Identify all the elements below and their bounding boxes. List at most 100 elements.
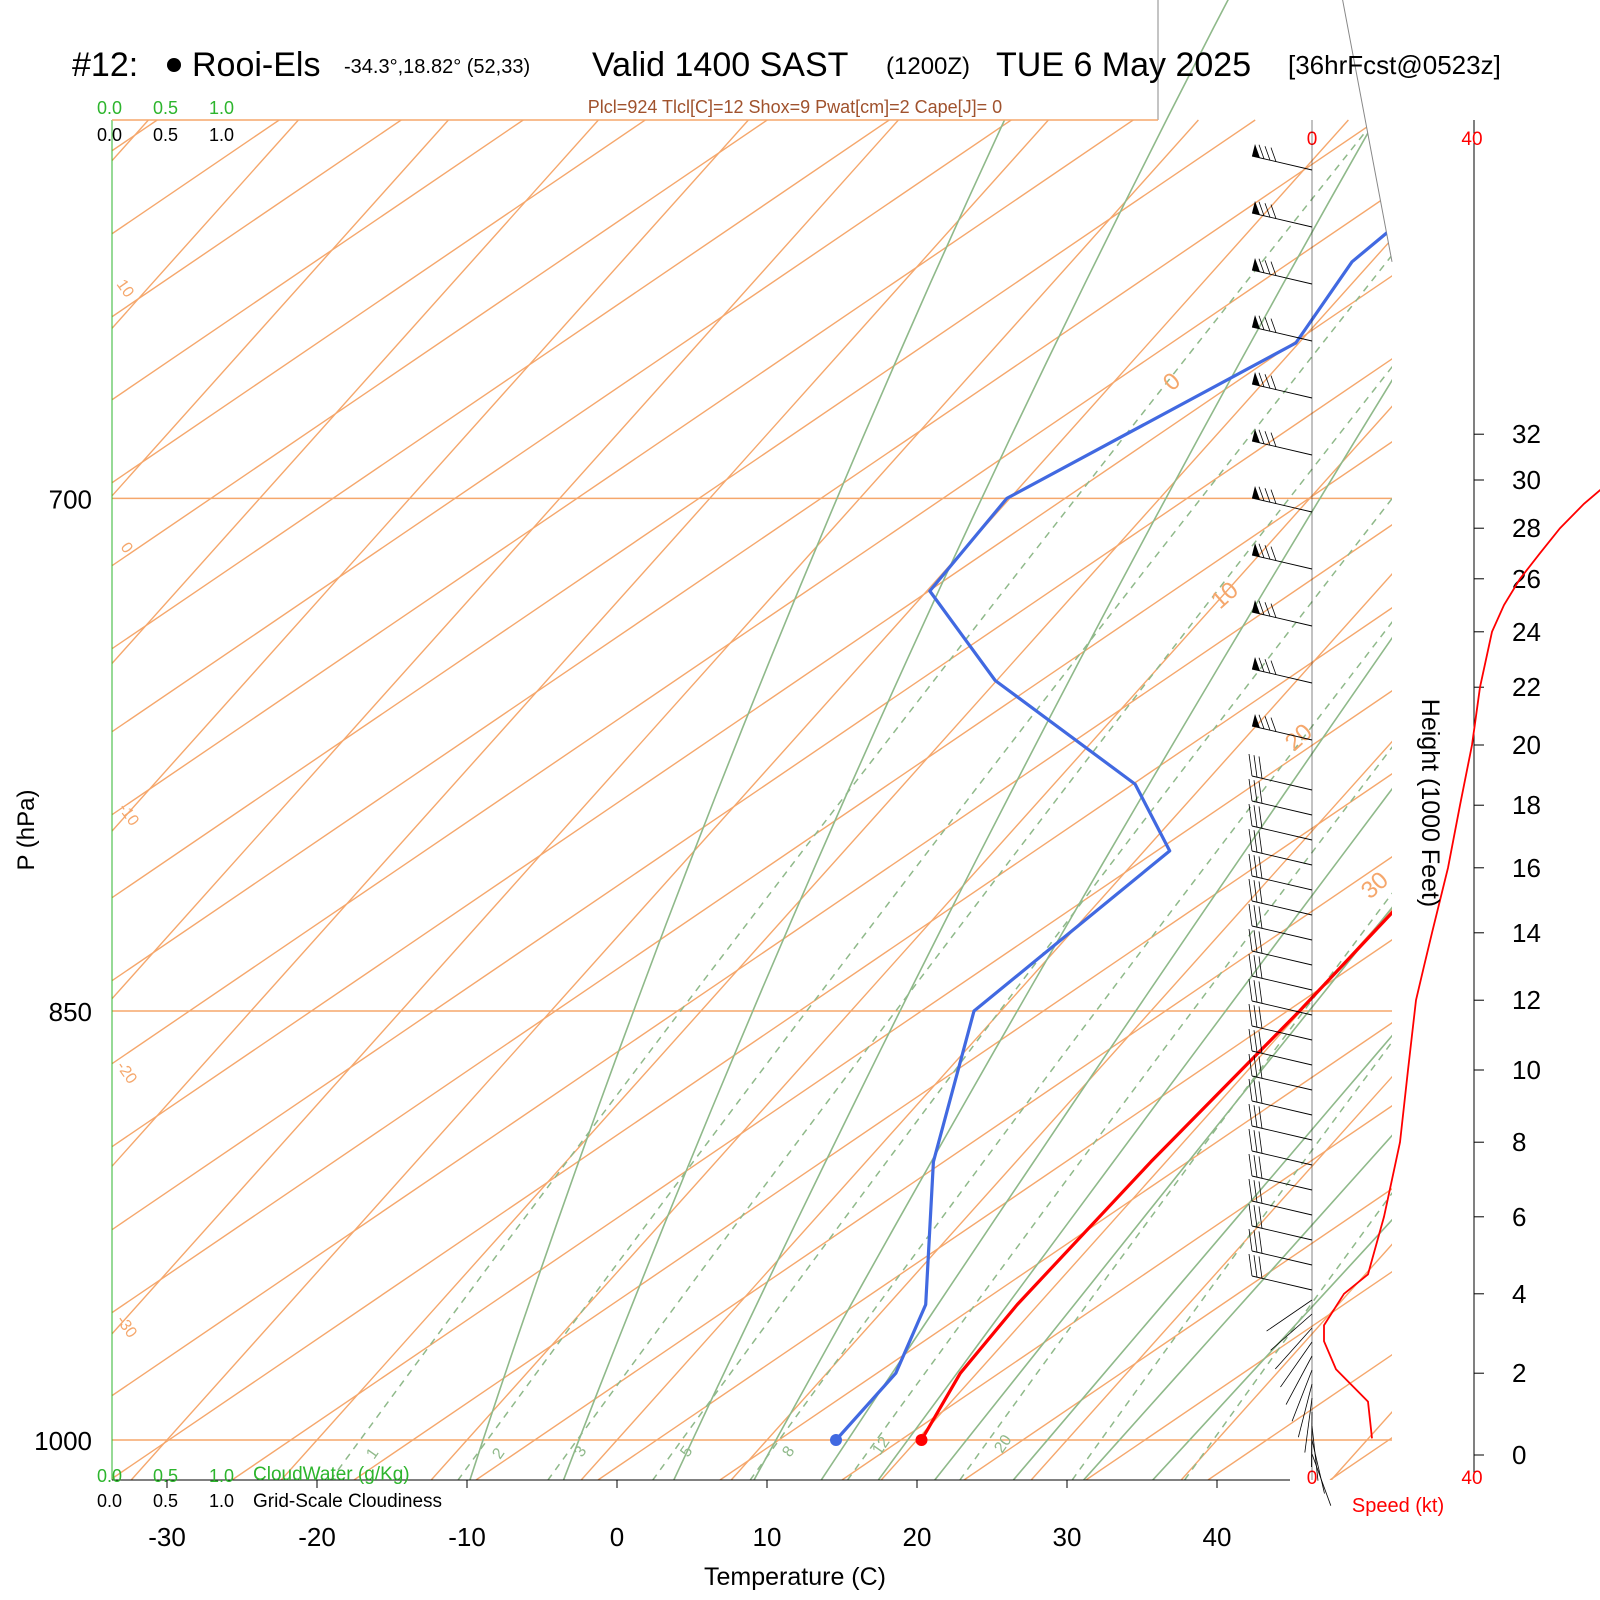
wind-barb-flag [1248,1228,1253,1252]
mixing-ratio-line [411,0,1392,1481]
wind-barb-flag [1258,781,1263,804]
isotherm [130,119,1349,1481]
wind-barb [1251,1200,1313,1216]
wind-barb-flag [1248,878,1253,902]
dewpoint-profile [834,0,1392,1442]
moist-adiabat [958,0,1392,1481]
valid-time: Valid 1400 SAST [592,46,848,84]
wind-barb-flag [1258,981,1263,1004]
wind-barb-flag [1264,545,1271,560]
wind-barb-flag [1253,980,1258,1003]
dry-adiabat [112,119,1392,1481]
wind-barb [1251,1150,1313,1166]
wind-barb-flag [1248,1078,1253,1102]
wind-barb-flag [1248,1253,1253,1277]
mixing-ratio-line [501,0,1392,1481]
wind-barb-flag [1253,955,1258,978]
wind-barb-flag [1248,778,1253,802]
dry-adiabat [112,119,646,1481]
mixing-ratio-label: 20 [991,1432,1015,1456]
dry-adiabat [112,119,768,1481]
dry-adiabat [112,119,1392,1481]
wind-barb-flag [1258,881,1263,904]
wind-barb [1251,725,1313,741]
isotherm [1180,119,1392,1481]
wind-barb [1251,212,1313,228]
wind-barb-flag [1253,805,1258,828]
height-tick-label: 0 [1512,1440,1526,1470]
wind-barb-flag [1258,1256,1263,1279]
mixing-ratio-label: 3 [571,1443,590,1460]
moist-adiabat [831,0,1392,1481]
isotherm-label: 10 [113,277,137,301]
wind-barb-pennant [1252,714,1260,728]
cloud-scale-top-black-2: 1.0 [209,125,234,145]
isotherm [1330,119,1392,1481]
wind-barb-flag [1248,1003,1253,1027]
wind-barb-flag [1264,602,1271,617]
wind-barb [1251,611,1313,627]
wind-barb [1304,1397,1313,1453]
cloud-scale-top-green-2: 1.0 [209,98,234,118]
height-tick-label: 26 [1512,564,1541,594]
cloud-scale-top-green-0: 0.0 [97,98,122,118]
cloud-scale-top-green-1: 0.5 [153,98,178,118]
moist-adiabat [883,0,1392,1481]
wind-barb-flag [1264,659,1271,674]
wind-barb-flag [1264,203,1271,218]
wind-barb-flag [1258,600,1265,615]
moist-adiabat [643,0,1392,1481]
wind-barb-flag [1258,1056,1263,1079]
wind-barb [1311,1439,1325,1494]
cloudiness-label: Grid-Scale Cloudiness [253,1491,442,1512]
height-tick-label: 4 [1512,1279,1526,1309]
temperature-surface-point [915,1434,928,1446]
wind-barb-flag [1258,1231,1263,1254]
wind-barb-flag [1253,1030,1258,1053]
temperature-tick-label: 20 [903,1522,932,1552]
dry-adiabat [112,119,1012,1481]
wind-barb-flag [1264,317,1271,332]
cloud-scale-bottom-green-2: 1.0 [209,1466,234,1486]
dry-adiabat [475,119,1392,1481]
cloud-scale-bottom-green-1: 0.5 [153,1466,178,1486]
isotherm-label: -30 [113,1313,140,1342]
moist-adiabat [778,0,1392,1481]
temperature-tick-label: 0 [610,1522,624,1552]
wind-barb-flag [1258,856,1263,879]
wind-barb-pennant [1252,543,1260,557]
cloud-scale-top-black-1: 0.5 [153,125,178,145]
mixing-ratio-line [913,0,1392,1481]
station-location: -34.3°,18.82° (52,33) [344,56,530,78]
wind-barb [1311,1411,1313,1468]
isotherm [430,119,1392,1481]
wind-barb-flag [1253,755,1258,778]
isotherm [730,119,1392,1481]
wind-barb-flag [1253,1005,1258,1028]
isotherm [580,119,1392,1481]
dry-adiabat [112,119,1256,1481]
wind-barb-flag [1248,1053,1253,1077]
wind-barb [1251,800,1313,816]
wind-barb [1251,1125,1313,1141]
wind-barb-flag [1264,431,1271,446]
wind-barb-flag [1253,1155,1258,1178]
wind-barb [1251,383,1313,399]
wind-barb-flag [1258,543,1265,558]
mixing-ratio-label: 1 [363,1445,382,1462]
wind-barb-flag [1248,1153,1253,1177]
wind-barb-flag [1258,1006,1263,1029]
dry-adiabat [231,119,1392,1481]
wind-barb-flag [1258,1206,1263,1229]
wind-barb [1251,668,1313,684]
dry-adiabat [112,119,1134,1481]
wind-barb [1251,775,1313,791]
wind-barb-flag [1258,1181,1263,1204]
mixing-ratio-line [283,0,1392,1481]
wind-barb-flag [1253,1055,1258,1078]
wind-barb [1251,825,1313,841]
wind-barb [1285,1355,1313,1405]
height-tick-label: 18 [1512,790,1541,820]
wind-barb [1251,440,1313,456]
dry-adiabat [353,119,1392,1481]
